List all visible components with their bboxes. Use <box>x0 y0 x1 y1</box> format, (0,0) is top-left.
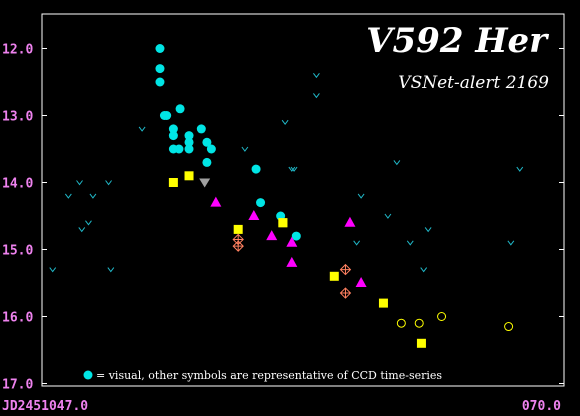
visual-point <box>155 44 165 53</box>
ccd-open-circle-point <box>414 318 424 328</box>
visual-point <box>202 137 212 147</box>
chart-title: V592 Her <box>366 21 549 61</box>
x-end-label: 070.0 <box>522 399 561 414</box>
visual-point <box>168 131 178 141</box>
visual-point <box>184 144 194 154</box>
ccd-square-point <box>416 338 426 348</box>
ccd-square-point <box>378 298 388 308</box>
upper-limit-point <box>89 193 97 199</box>
upper-limit-point <box>138 126 146 132</box>
visual-point <box>175 104 185 114</box>
visual-point <box>291 231 301 241</box>
upper-limit-point <box>384 213 392 219</box>
y-tick-label: 14.0 <box>2 177 33 192</box>
upper-limit-point <box>507 240 515 246</box>
ccd-square-point <box>168 178 178 187</box>
visual-point <box>202 157 212 167</box>
upper-limit-point <box>78 227 86 233</box>
ccd-open-circle-point <box>504 322 514 332</box>
y-tick-label: 16.0 <box>2 311 33 326</box>
ccd-triangle-point <box>210 196 222 207</box>
visual-point <box>206 144 216 154</box>
upper-limit-point <box>353 240 361 246</box>
upper-limit-point <box>406 240 414 246</box>
ccd-triangle-point <box>344 216 356 227</box>
upper-limit-point <box>516 166 524 172</box>
ccd-open-circle-point <box>437 312 447 321</box>
upper-limit-point <box>424 227 432 233</box>
ccd-triangle-point <box>248 210 260 220</box>
upper-limit-point <box>281 119 289 126</box>
ccd-square-point <box>184 171 194 181</box>
visual-point <box>155 64 165 74</box>
chart-subtitle: VSNet-alert 2169 <box>398 73 549 93</box>
ccd-open-circle-point <box>396 318 406 328</box>
data-points <box>49 44 524 348</box>
visual-point <box>184 137 194 147</box>
visual-point <box>174 144 184 154</box>
ccd-crossed-diamond-point <box>339 263 352 276</box>
y-tick-label: 12.0 <box>2 43 33 58</box>
upper-limit-point <box>105 180 112 186</box>
legend-text: = visual, other symbols are representati… <box>96 369 442 382</box>
visual-point <box>184 131 194 141</box>
plot-frame <box>41 13 565 387</box>
ccd-triangle-point <box>286 256 298 267</box>
y-tick-label: 13.0 <box>2 110 33 125</box>
visual-point <box>251 164 261 174</box>
upper-limit-point <box>313 93 320 99</box>
visual-point <box>168 124 178 134</box>
visual-point <box>155 77 165 87</box>
upper-limit-point <box>288 166 296 172</box>
upper-limit-point <box>393 160 401 166</box>
y-axis: 12.0 13.0 14.0 15.0 16.0 17.0 <box>2 43 564 393</box>
x-start-label: JD2451047.0 <box>2 399 88 414</box>
ccd-inverted-triangle-point <box>199 178 211 188</box>
ccd-triangle-point <box>286 236 298 247</box>
upper-limit-point <box>49 267 57 273</box>
upper-limit-point <box>313 73 320 79</box>
y-tick-label: 17.0 <box>2 378 33 393</box>
ccd-square-point <box>233 224 243 234</box>
upper-limit-point <box>107 267 115 273</box>
upper-limit-point <box>357 193 365 199</box>
upper-limit-point <box>76 180 83 186</box>
ccd-triangle-point <box>355 277 367 287</box>
upper-limit-point <box>290 166 298 172</box>
visual-point <box>256 198 266 208</box>
ccd-crossed-diamond-point <box>232 240 244 252</box>
ccd-square-point <box>329 271 339 281</box>
upper-limit-point <box>420 267 428 273</box>
upper-limit-point <box>241 146 249 152</box>
upper-limit-point <box>64 193 72 199</box>
ccd-crossed-diamond-point <box>339 287 352 299</box>
upper-limit-point <box>85 220 92 226</box>
legend-marker <box>83 370 93 380</box>
visual-point <box>162 111 172 120</box>
ccd-crossed-square-point <box>278 218 288 228</box>
visual-point <box>196 124 206 134</box>
ccd-triangle-point <box>266 230 278 241</box>
y-tick-label: 15.0 <box>2 244 33 259</box>
